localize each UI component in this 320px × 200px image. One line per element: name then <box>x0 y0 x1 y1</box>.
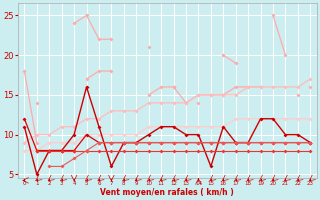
X-axis label: Vent moyen/en rafales ( km/h ): Vent moyen/en rafales ( km/h ) <box>100 188 234 197</box>
